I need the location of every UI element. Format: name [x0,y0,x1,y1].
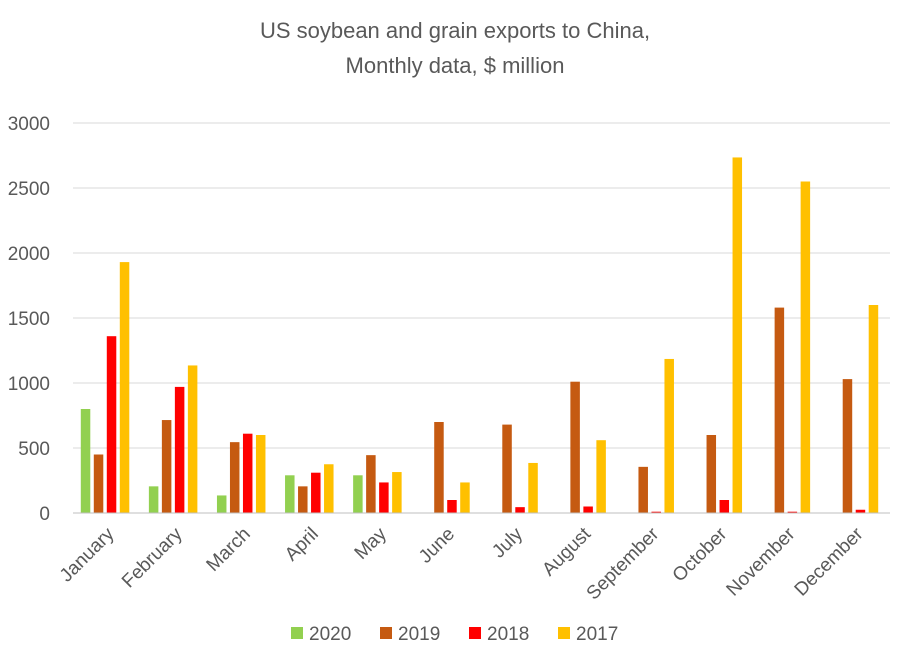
y-tick-label: 1500 [8,309,50,330]
bar-2020-january [80,409,91,513]
legend-swatch [291,627,303,639]
x-tick-label-april: April [281,524,323,566]
x-tick-label-august: August [538,523,595,580]
bar-2017-march [255,435,266,513]
bars [80,157,879,513]
bar-2019-april [298,486,308,513]
bar-2017-june [460,482,470,513]
bar-2017-august [596,440,606,513]
bar-2017-december [868,305,879,513]
y-tick-label: 3000 [8,114,50,135]
y-tick-label: 1000 [8,374,50,395]
bar-2020-april [285,475,295,513]
x-tick-label-february: February [118,523,187,592]
y-tick-label: 2000 [8,244,50,265]
bar-2019-july [502,424,512,513]
legend-item-2018: 2018 [469,624,529,645]
x-tick-label-july: July [488,523,527,562]
y-tick-label: 0 [39,504,50,525]
bar-2018-march [242,433,253,513]
bar-2018-april [311,472,321,513]
legend-item-2020: 2020 [291,624,351,645]
legend-item-2019: 2019 [380,624,440,645]
x-tick-label-october: October [669,523,732,586]
x-tick-label-june: June [415,524,459,568]
bar-2017-may [392,472,402,513]
bar-2018-august [583,506,593,513]
chart-title-line-1: US soybean and grain exports to China, [260,18,650,43]
legend-label: 2017 [576,624,618,645]
bar-2019-october [706,435,717,513]
legend: 2020 2019 2018 2017 [291,624,618,645]
bar-2018-january [106,336,117,513]
legend-label: 2020 [309,624,351,645]
bar-2019-february [161,420,172,513]
bar-2017-april [324,464,334,513]
gridlines [73,122,890,449]
bar-2018-september [651,511,661,513]
bar-2018-december [855,509,866,513]
legend-swatch [469,627,481,639]
y-tick-label: 500 [18,439,50,460]
bar-2017-november [800,181,811,513]
bar-2019-august [570,381,580,513]
chart-title-line-2: Monthly data, $ million [346,53,565,78]
bar-2020-march [216,495,227,513]
bar-2017-september [664,358,674,513]
y-axis-ticks: 0 500 1000 1500 2000 2500 3000 [8,114,50,525]
bar-2019-december [842,379,853,513]
legend-item-2017: 2017 [558,624,618,645]
bar-2019-june [434,422,444,513]
x-tick-label-december: December [791,523,868,600]
x-axis-ticks: January February March April May June July Augu… [56,523,868,604]
bar-2017-october [732,157,743,513]
bar-2018-june [447,500,457,513]
x-tick-label-november: November [723,523,800,600]
legend-label: 2019 [398,624,440,645]
legend-label: 2018 [487,624,529,645]
x-tick-label-march: March [203,524,255,576]
bar-2017-february [187,365,198,513]
bar-2019-september [638,466,648,513]
bar-2018-july [515,507,525,513]
bar-2020-may [353,475,363,513]
x-tick-label-may: May [351,523,392,564]
y-tick-label: 2500 [8,179,50,200]
bar-2018-november [787,511,798,513]
bar-2019-january [93,454,104,513]
bar-2017-july [528,462,538,513]
bar-2019-may [366,455,376,513]
bar-2018-october [719,500,730,513]
bar-2020-february [148,486,159,513]
bar-2018-may [379,482,389,513]
bar-2018-february [174,386,185,513]
x-tick-label-september: September [583,523,664,604]
bar-2019-november [774,307,785,513]
bar-2019-march [229,442,240,513]
bar-2017-january [119,262,130,513]
x-tick-label-january: January [56,523,119,586]
legend-swatch [558,627,570,639]
legend-swatch [380,627,392,639]
